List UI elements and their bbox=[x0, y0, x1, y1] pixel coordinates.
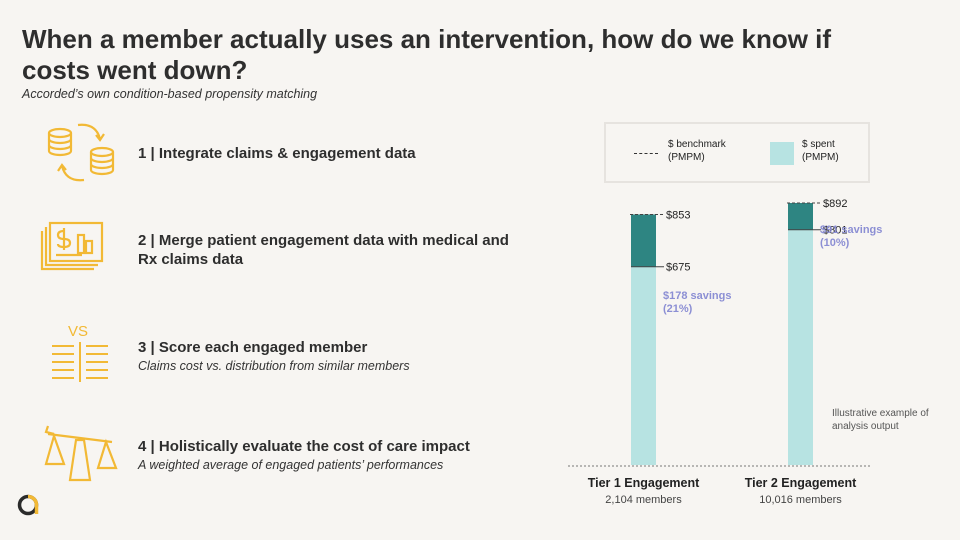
members-label-1: 2,104 members bbox=[605, 494, 682, 506]
step-2-heading: 2 | Merge patient engagement data with m… bbox=[138, 232, 509, 268]
members-label-2: 10,016 members bbox=[759, 494, 842, 506]
spent-bar-2 bbox=[788, 229, 813, 465]
benchmark-legend-label: $ benchmark (PMPM) bbox=[668, 139, 726, 163]
step-1-heading: 1 | Integrate claims & engagement data bbox=[138, 145, 416, 162]
category-label-1: Tier 1 Engagement bbox=[588, 476, 700, 490]
step-4: 4 | Holistically evaluate the cost of ca… bbox=[40, 420, 540, 500]
spent-label-2: $801 bbox=[823, 225, 847, 237]
benchmark-label-2: $892 bbox=[823, 198, 847, 210]
savings-bar-1 bbox=[631, 214, 656, 267]
step-2: 2 | Merge patient engagement data with m… bbox=[40, 221, 540, 301]
documents-chart-icon bbox=[40, 221, 104, 271]
versus-comparison-icon: VS bbox=[52, 323, 108, 382]
step-4-heading: 4 | Holistically evaluate the cost of ca… bbox=[138, 438, 470, 455]
spent-bar-1 bbox=[631, 266, 656, 465]
step-3: VS 3 | Score each engaged member Claims … bbox=[40, 320, 540, 400]
spent-legend-label: $ spent (PMPM) bbox=[802, 139, 839, 163]
step-4-description: A weighted average of engaged patients’ … bbox=[138, 458, 444, 472]
spent-legend-swatch bbox=[770, 142, 794, 165]
database-sync-icon bbox=[47, 123, 115, 182]
benchmark-legend-line bbox=[634, 153, 658, 154]
balance-scale-icon bbox=[44, 425, 118, 482]
vs-text: VS bbox=[68, 323, 88, 340]
step-3-heading: 3 | Score each engaged member bbox=[138, 339, 368, 356]
step-3-description: Claims cost vs. distribution from simila… bbox=[138, 359, 410, 373]
page-title: When a member actually uses an intervent… bbox=[22, 24, 832, 85]
accorded-logo-icon bbox=[17, 494, 39, 516]
savings-bar-2 bbox=[788, 203, 813, 230]
chart-legend: $ benchmark (PMPM) $ spent (PMPM) bbox=[604, 122, 870, 183]
illustrative-note: Illustrative example of analysis output bbox=[832, 408, 929, 432]
benchmark-label-1: $853 bbox=[666, 209, 690, 221]
page-subtitle: Accorded’s own condition-based propensit… bbox=[22, 87, 318, 101]
savings-label-1: $178 savings (21%) bbox=[663, 290, 732, 315]
category-label-2: Tier 2 Engagement bbox=[745, 476, 857, 490]
spent-label-1: $675 bbox=[666, 262, 690, 274]
step-1: 1 | Integrate claims & engagement data bbox=[40, 120, 540, 200]
savings-label-2: $91 savings (10%) bbox=[820, 224, 882, 249]
